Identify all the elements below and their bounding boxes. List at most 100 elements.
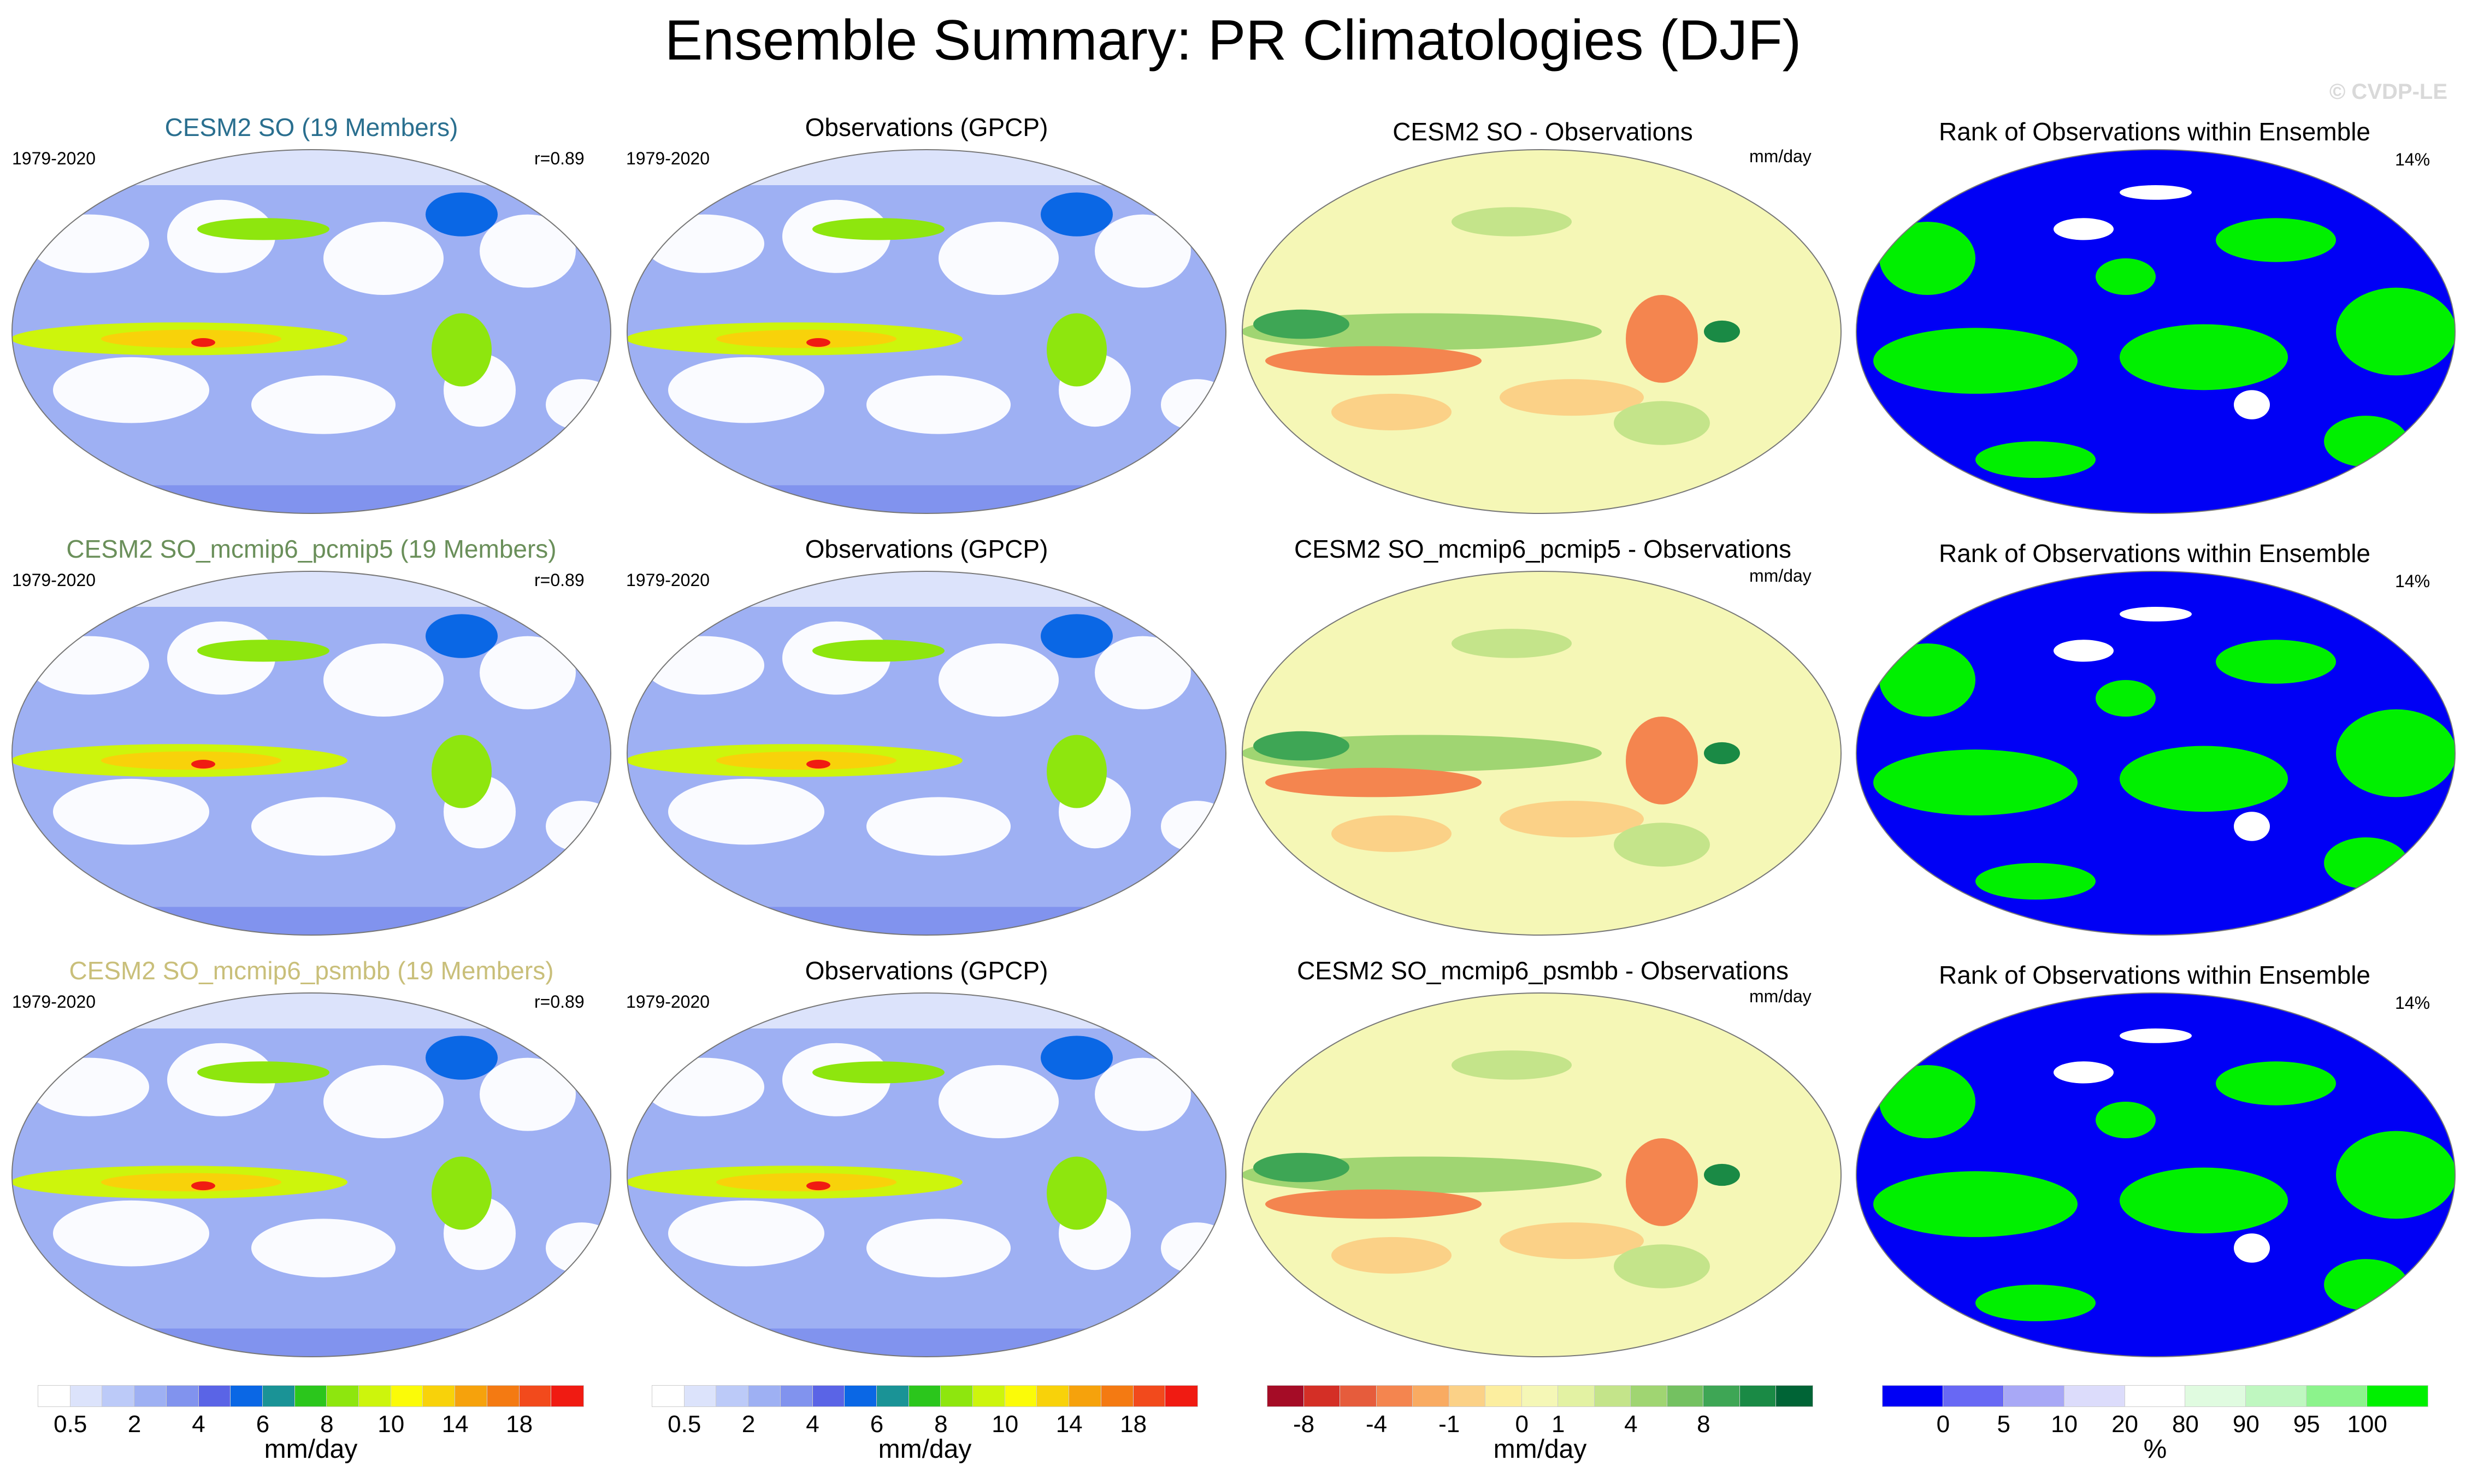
- colorbar-box: [812, 1385, 846, 1407]
- colorbar-tick-label: 2: [741, 1411, 756, 1438]
- map-obs-r2: [627, 571, 1226, 936]
- colorbar-tick-label: 18: [506, 1411, 533, 1438]
- ensemble-title-row2: CESM2 SO_mcmip6_pcmip5 (19 Members): [66, 535, 557, 563]
- map-rank-r1: [1856, 149, 2456, 514]
- colorbar-tick-label: 14: [1055, 1411, 1083, 1438]
- map-rank-r2: [1856, 571, 2456, 936]
- colorbar-tick-label: 95: [2293, 1411, 2320, 1438]
- colorbar-tick-label: 4: [806, 1411, 819, 1438]
- colorbar-box: [2367, 1385, 2428, 1407]
- colorbar-tick-label: 10: [992, 1411, 1019, 1438]
- map-ens-r1: [11, 149, 611, 514]
- colorbar-box: [1267, 1385, 1305, 1407]
- colorbar-box: [652, 1385, 685, 1407]
- colorbar-box: [2185, 1385, 2247, 1407]
- colorbar-box: [2124, 1385, 2186, 1407]
- rank-title-row3: Rank of Observations within Ensemble: [1938, 961, 2371, 989]
- colorbar-box: [1594, 1385, 1632, 1407]
- colorbar-box: [1882, 1385, 1944, 1407]
- colorbar-box: [2245, 1385, 2308, 1407]
- colorbar-box: [748, 1385, 781, 1407]
- colorbar-box: [1775, 1385, 1813, 1407]
- colorbar-tick-label: 6: [256, 1411, 270, 1438]
- colorbar-tick-label: 8: [1697, 1411, 1710, 1438]
- colorbar-box: [294, 1385, 328, 1407]
- obs-period-row2: 1979-2020: [626, 570, 710, 590]
- colorbar-tick-label: -4: [1366, 1411, 1388, 1438]
- colorbar-tick-label: 8: [934, 1411, 948, 1438]
- colorbar-box: [1630, 1385, 1668, 1407]
- ensemble-title-row1: CESM2 SO (19 Members): [164, 113, 458, 141]
- rank-pct-row2: 14%: [2395, 571, 2430, 591]
- colorbar-box: [2063, 1385, 2126, 1407]
- colorbar-tick-label: 10: [377, 1411, 405, 1438]
- colorbar-tick-label: -8: [1293, 1411, 1315, 1438]
- figure-title: Ensemble Summary: PR Climatologies (DJF): [664, 9, 1802, 72]
- colorbar-box: [1100, 1385, 1134, 1407]
- colorbar-box: [390, 1385, 424, 1407]
- colorbar-box: [1132, 1385, 1166, 1407]
- map-diff-r1: [1242, 149, 1842, 514]
- pattern-corr-row3: r=0.89: [534, 992, 585, 1012]
- obs-title-row2: Observations (GPCP): [805, 535, 1048, 563]
- obs-title-row3: Observations (GPCP): [805, 956, 1048, 985]
- colorbar-tick-label: 0.5: [668, 1411, 701, 1438]
- period-label-row1: 1979-2020: [12, 149, 96, 168]
- colorbar-box: [876, 1385, 910, 1407]
- colorbar-tick-label: 0: [1515, 1411, 1529, 1438]
- colorbar-tick-label: 0: [1936, 1411, 1950, 1438]
- ensemble-title-row3: CESM2 SO_mcmip6_psmbb (19 Members): [69, 956, 554, 985]
- colorbar-box: [2003, 1385, 2065, 1407]
- map-obs-r3: [627, 992, 1226, 1357]
- colorbar-box: [2306, 1385, 2368, 1407]
- pattern-corr-row2: r=0.89: [534, 570, 585, 590]
- rank-pct-row3: 14%: [2395, 993, 2430, 1013]
- obs-period-row3: 1979-2020: [626, 992, 710, 1012]
- colorbar-box: [1004, 1385, 1038, 1407]
- colorbar-box: [1703, 1385, 1741, 1407]
- colorbar-box: [455, 1385, 488, 1407]
- map-ens-r2: [11, 571, 611, 936]
- colorbar-box: [230, 1385, 263, 1407]
- colorbar-box: [1739, 1385, 1777, 1407]
- colorbar-tick-label: 100: [2347, 1411, 2387, 1438]
- colorbar-tick-label: 90: [2232, 1411, 2259, 1438]
- colorbar-box: [1448, 1385, 1486, 1407]
- colorbar-box: [102, 1385, 135, 1407]
- colorbar-box: [940, 1385, 974, 1407]
- diff-title-row1: CESM2 SO - Observations: [1393, 117, 1693, 146]
- colorbar-box: [1340, 1385, 1377, 1407]
- colorbar-box: [908, 1385, 942, 1407]
- colorbar-box: [1412, 1385, 1450, 1407]
- colorbar-tick-label: 80: [2172, 1411, 2199, 1438]
- colorbar-tick-label: 10: [2051, 1411, 2078, 1438]
- colorbar-box: [972, 1385, 1006, 1407]
- colorbar-tick-label: 14: [441, 1411, 469, 1438]
- colorbar-box: [326, 1385, 360, 1407]
- colorbar-units: mm/day: [264, 1435, 358, 1464]
- map-ens-r3: [11, 992, 611, 1357]
- rank-pct-row1: 14%: [2395, 150, 2430, 169]
- map-obs-r1: [627, 149, 1226, 514]
- map-rank-r3: [1856, 992, 2456, 1357]
- colorbar-tick-label: 2: [127, 1411, 141, 1438]
- colorbar-box: [1666, 1385, 1704, 1407]
- colorbar-box: [551, 1385, 584, 1407]
- colorbar-tick-label: 4: [192, 1411, 205, 1438]
- colorbar-box: [1376, 1385, 1414, 1407]
- colorbar-units: mm/day: [1493, 1435, 1587, 1464]
- colorbar-tick-label: 18: [1120, 1411, 1147, 1438]
- colorbar-box: [38, 1385, 71, 1407]
- colorbar-box: [422, 1385, 456, 1407]
- colorbar-box: [1165, 1385, 1198, 1407]
- map-diff-r2: [1242, 571, 1842, 936]
- map-diff-r3: [1242, 992, 1842, 1357]
- rank-title-row2: Rank of Observations within Ensemble: [1938, 539, 2371, 567]
- rank-title-row1: Rank of Observations within Ensemble: [1938, 117, 2371, 146]
- colorbar-box: [69, 1385, 103, 1407]
- obs-period-row1: 1979-2020: [626, 149, 710, 168]
- colorbar-units: mm/day: [878, 1435, 972, 1464]
- colorbar-tick-label: 4: [1624, 1411, 1638, 1438]
- colorbar-tick-label: 20: [2111, 1411, 2139, 1438]
